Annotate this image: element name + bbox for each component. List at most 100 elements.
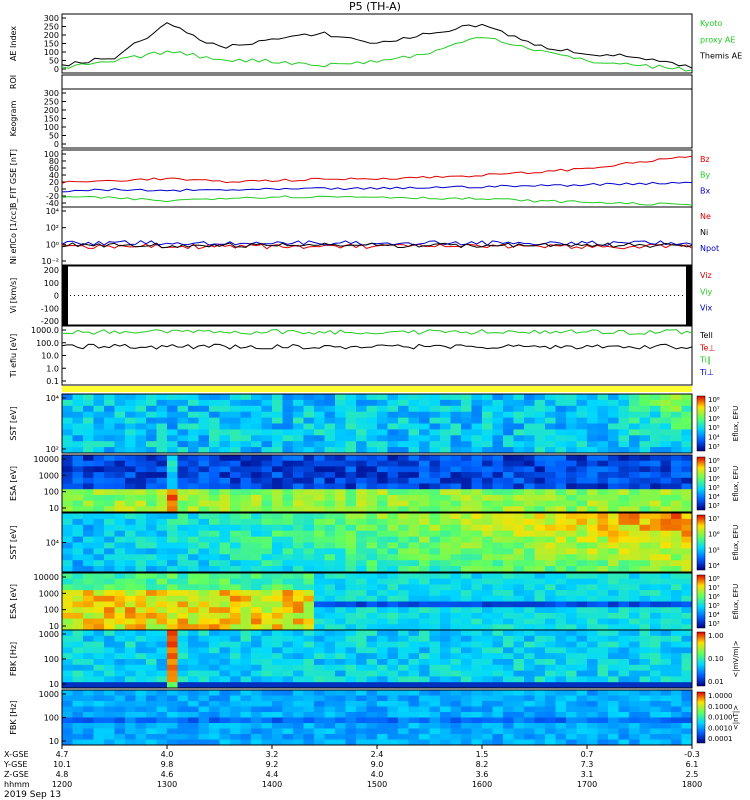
spectrogram-cell bbox=[72, 630, 84, 637]
spectrogram-cell bbox=[440, 690, 451, 696]
spectrogram-cell bbox=[345, 530, 357, 538]
spectrogram-cell bbox=[303, 653, 315, 660]
spectrogram-cell bbox=[660, 472, 672, 479]
spectrogram-cell bbox=[366, 706, 378, 713]
spectrogram-cell bbox=[587, 483, 598, 490]
spectrogram-cell bbox=[156, 712, 168, 718]
spectrogram-cell bbox=[209, 460, 220, 467]
spectrogram-cell bbox=[167, 635, 178, 643]
spectrogram-cell bbox=[534, 429, 546, 436]
spectrogram-cell bbox=[545, 734, 556, 740]
spectrogram-cell bbox=[534, 584, 546, 591]
spectrogram-cell bbox=[135, 624, 147, 631]
spectrogram-cell bbox=[555, 518, 567, 526]
spectrogram-cell bbox=[104, 695, 115, 702]
spectrogram-cell bbox=[566, 739, 577, 746]
spectrogram-cell bbox=[72, 455, 84, 462]
spectrogram-cell bbox=[513, 506, 525, 513]
spectrogram-cell bbox=[482, 554, 493, 561]
spectrogram-cell bbox=[272, 612, 283, 620]
spectrogram-cell bbox=[282, 690, 294, 696]
spectrogram-cell bbox=[471, 548, 483, 555]
spectrogram-cell bbox=[461, 500, 472, 507]
spectrogram-cell bbox=[198, 460, 210, 467]
colorbar-tick-label: 10⁶ bbox=[708, 593, 720, 601]
spectrogram-cell bbox=[597, 590, 609, 597]
spectrogram-cell bbox=[566, 460, 577, 467]
y-tick-label: 10000 bbox=[34, 455, 59, 464]
spectrogram-cell bbox=[72, 706, 84, 713]
spectrogram-cell bbox=[230, 435, 241, 442]
spectrogram-cell bbox=[293, 706, 304, 713]
spectrogram-cell bbox=[188, 573, 199, 580]
spectrogram-cell bbox=[366, 618, 378, 625]
spectrogram-cell bbox=[324, 624, 336, 631]
spectrogram-cell bbox=[681, 530, 693, 538]
spectrogram-cell bbox=[398, 590, 409, 597]
spectrogram-cell bbox=[366, 664, 378, 672]
spectrogram-cell bbox=[671, 595, 682, 602]
spectrogram-cell bbox=[104, 612, 115, 620]
spectrogram-cell bbox=[429, 489, 441, 496]
spectrogram-cell bbox=[188, 630, 199, 637]
spectrogram-cell bbox=[135, 524, 147, 532]
spectrogram-cell bbox=[576, 455, 588, 462]
spectrogram-cell bbox=[482, 584, 493, 591]
spectrogram-cell bbox=[198, 601, 210, 608]
spectrogram-cell bbox=[209, 560, 220, 567]
spectrogram-cell bbox=[83, 728, 94, 735]
spectrogram-cell bbox=[482, 399, 493, 407]
spectrogram-cell bbox=[660, 624, 672, 631]
spectrogram-cell bbox=[513, 635, 525, 643]
spectrogram-cell bbox=[387, 717, 399, 724]
spectrogram-cell bbox=[597, 641, 609, 648]
spectrogram-cell bbox=[471, 466, 483, 473]
spectrogram-cell bbox=[555, 455, 567, 462]
spectrogram-cell bbox=[282, 566, 294, 573]
spectrogram-cell bbox=[93, 417, 105, 424]
legend-entry: Te⊥ bbox=[699, 343, 715, 352]
spectrogram-cell bbox=[219, 477, 231, 484]
spectrogram-cell bbox=[377, 455, 388, 462]
spectrogram-cell bbox=[272, 494, 283, 502]
spectrogram-cell bbox=[650, 712, 661, 718]
spectrogram-cell bbox=[261, 536, 273, 543]
spectrogram-cell bbox=[492, 423, 504, 430]
spectrogram-cell bbox=[282, 500, 294, 507]
spectrogram-cell bbox=[230, 659, 241, 666]
spectrogram-cell bbox=[450, 489, 462, 496]
spectrogram-cell bbox=[408, 477, 420, 484]
spectrogram-cell bbox=[534, 447, 546, 454]
spectrogram-cell bbox=[135, 489, 147, 496]
y-tick-label: 0.1 bbox=[46, 377, 59, 386]
spectrogram-cell bbox=[576, 595, 588, 602]
spectrogram-cell bbox=[503, 624, 514, 631]
spectrogram-cell bbox=[597, 405, 609, 413]
spectrogram-cell bbox=[177, 489, 189, 496]
spectrogram-cell bbox=[387, 664, 399, 672]
spectrogram-cell bbox=[104, 641, 115, 648]
spectrogram-cell bbox=[545, 460, 556, 467]
spectrogram-cell bbox=[587, 712, 598, 718]
spectrogram-cell bbox=[135, 405, 147, 413]
spectrogram-cell bbox=[125, 618, 136, 625]
spectrogram-cell bbox=[576, 659, 588, 666]
spectrogram-cell bbox=[167, 506, 178, 513]
spectrogram-cell bbox=[503, 530, 514, 538]
spectrogram-cell bbox=[219, 472, 231, 479]
spectrogram-cell bbox=[93, 706, 105, 713]
spectrogram-cell bbox=[513, 536, 525, 543]
spectrogram-cell bbox=[482, 595, 493, 602]
spectrogram-cell bbox=[261, 455, 273, 462]
spectrogram-cell bbox=[240, 405, 252, 413]
spectrogram-cell bbox=[156, 466, 168, 473]
spectrogram-cell bbox=[471, 647, 483, 654]
spectrogram-cell bbox=[167, 441, 178, 448]
spectrogram-cell bbox=[303, 524, 315, 532]
spectrogram-cell bbox=[639, 647, 651, 654]
spectrogram-cell bbox=[618, 542, 630, 549]
spectrogram-cell bbox=[177, 530, 189, 538]
spectrogram-cell bbox=[293, 601, 304, 608]
spectrogram-cell bbox=[167, 670, 178, 677]
spectrogram-cell bbox=[398, 690, 409, 696]
